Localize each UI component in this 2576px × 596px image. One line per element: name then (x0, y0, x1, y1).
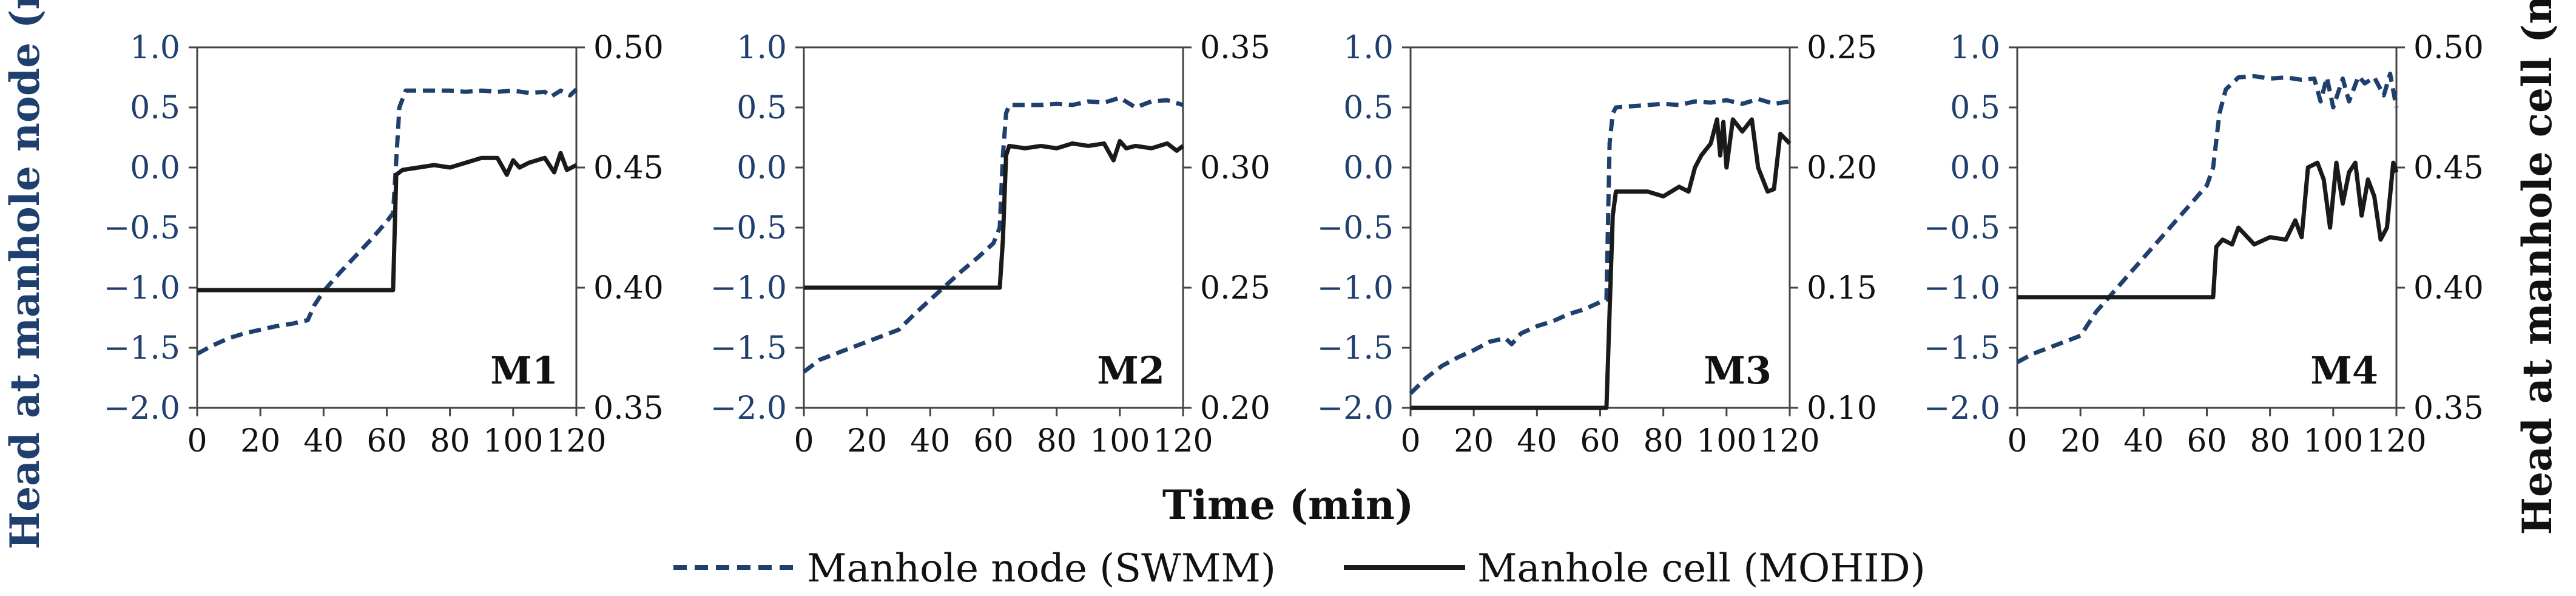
y-right-tick-label: 0.35 (1200, 30, 1270, 66)
y-left-tick-label: −2.0 (104, 390, 180, 427)
x-tick-label: 80 (1037, 423, 1077, 459)
y-right-tick-label: 0.15 (1807, 270, 1877, 306)
x-tick-label: 0 (1400, 423, 1420, 459)
panel-m2: 0 20 40 60 80 100 120 −2.0 −1.5 −1.0 −0.5 0.0 0.5 1.0… (710, 30, 1270, 459)
x-tick-label: 60 (1580, 423, 1620, 459)
x-tick-label: 40 (1517, 423, 1557, 459)
x-tick-label: 40 (910, 423, 950, 459)
y-left-tick-label: 0.5 (130, 90, 180, 126)
x-tick-label: 80 (1644, 423, 1684, 459)
legend-mohid-label: Manhole cell (MOHID) (1477, 546, 1926, 591)
y-axis-title-right: Head at manhole cell (m) (2514, 0, 2561, 535)
x-tick-label: 0 (794, 423, 814, 459)
y-left-tick-label: 1.0 (1343, 30, 1394, 66)
panel-label-m4: M4 (2310, 348, 2378, 393)
x-tick-label: 0 (187, 423, 207, 459)
legend: Manhole node (SWMM) Manhole cell (MOHID) (673, 546, 1926, 591)
y-left-tick-label: −2.0 (1924, 390, 2000, 427)
y-left-tick-label: −0.5 (104, 210, 180, 246)
y-left-tick-label: −2.0 (1317, 390, 1394, 427)
x-tick-label: 120 (2366, 423, 2426, 459)
panel-m1: 0 20 40 60 80 100 120 −2.0 −1.5 −1.0 −0.5 0.0 0.5 1.0… (104, 30, 664, 459)
y-right-tick-label: 0.40 (593, 270, 664, 306)
y-left-tick-label: −0.5 (1317, 210, 1394, 246)
y-right-tick-label: 0.50 (593, 30, 664, 66)
y-axis-title-left: Head at manhole node (m) (1, 0, 49, 549)
x-tick-label: 80 (430, 423, 470, 459)
y-left-tick-label: −1.0 (1924, 270, 2000, 306)
y-left-tick-label: 0.0 (130, 150, 180, 186)
y-left-tick-label: 0.5 (1950, 90, 2000, 126)
x-tick-label: 20 (2060, 423, 2100, 459)
x-tick-label: 80 (2250, 423, 2290, 459)
series-mohid-line-m3 (1411, 117, 1792, 410)
x-tick-label: 60 (2187, 423, 2227, 459)
y-left-tick-label: 0.0 (1950, 150, 2000, 186)
series-mohid-line-m2 (804, 138, 1185, 290)
y-right-tick-label: 0.20 (1807, 150, 1877, 186)
y-left-tick-label: −1.0 (1317, 270, 1394, 306)
x-tick-label: 20 (1454, 423, 1494, 459)
y-right-tick-label: 0.50 (2413, 30, 2484, 66)
x-tick-label: 120 (1153, 423, 1213, 459)
x-tick-label: 60 (366, 423, 406, 459)
x-axis-title: Time (min) (1162, 481, 1414, 529)
x-tick-label: 40 (2123, 423, 2163, 459)
series-mohid-line-m4 (2017, 160, 2399, 300)
chart-panels: 0 20 40 60 80 100 120−2.0−1.5−1.0−0.50.00.51.0… (104, 30, 2484, 459)
y-left-tick-label: 1.0 (737, 30, 787, 66)
panel-label-m2: M2 (1097, 348, 1165, 393)
series-swmm-line-m1 (196, 87, 578, 356)
panel-m4: 0 20 40 60 80 100 120 −2.0 −1.5 −1.0 −0.5 0.0 0.5 1.0… (1924, 30, 2484, 459)
y-left-tick-label: −1.0 (104, 270, 180, 306)
y-right-tick-label: 0.40 (2413, 270, 2484, 306)
x-tick-label: 100 (483, 423, 543, 459)
y-left-tick-label: −2.0 (710, 390, 787, 427)
y-right-tick-label: 0.20 (1200, 390, 1270, 427)
y-left-tick-label: 0.0 (737, 150, 787, 186)
y-left-tick-label: 1.0 (1950, 30, 2000, 66)
panel-label-m3: M3 (1704, 348, 1772, 393)
panel-m3: 0 20 40 60 80 100 120 −2.0 −1.5 −1.0 −0.5 0.0 0.5 1.0… (1317, 30, 1877, 459)
x-tick-label: 60 (973, 423, 1013, 459)
x-tick-label: 100 (1696, 423, 1756, 459)
series-mohid-line-m1 (197, 151, 578, 293)
x-tick-label: 120 (1759, 423, 1819, 459)
series-swmm-line-m4 (2016, 72, 2399, 364)
x-tick-label: 20 (847, 423, 887, 459)
y-left-tick-label: −0.5 (1924, 210, 2000, 246)
series-swmm-line-m2 (802, 95, 1184, 374)
y-left-tick-label: 1.0 (130, 30, 180, 66)
panel-label-m1: M1 (490, 348, 558, 393)
y-left-tick-label: −1.5 (1924, 330, 2000, 367)
x-tick-label: 40 (303, 423, 343, 459)
y-left-tick-label: −1.0 (710, 270, 787, 306)
x-tick-label: 120 (546, 423, 606, 459)
y-left-tick-label: 0.5 (737, 90, 787, 126)
y-left-tick-label: −0.5 (710, 210, 787, 246)
x-tick-label: 100 (2303, 423, 2363, 459)
y-right-tick-label: 0.25 (1807, 30, 1877, 66)
y-right-tick-label: 0.25 (1200, 270, 1270, 306)
series-swmm-line-m3 (1409, 97, 1790, 395)
x-tick-label: 20 (240, 423, 280, 459)
y-right-tick-label: 0.10 (1807, 390, 1877, 427)
y-left-tick-label: 0.5 (1343, 90, 1394, 126)
x-tick-label: 0 (2007, 423, 2027, 459)
legend-swmm-label: Manhole node (SWMM) (807, 546, 1276, 591)
x-tick-label: 100 (1090, 423, 1150, 459)
y-left-tick-label: −1.5 (104, 330, 180, 367)
y-right-tick-label: 0.30 (1200, 150, 1270, 186)
y-right-tick-label: 0.35 (593, 390, 664, 427)
y-left-tick-label: −1.5 (1317, 330, 1394, 367)
y-right-tick-label: 0.45 (593, 150, 664, 186)
y-left-tick-label: 0.0 (1343, 150, 1394, 186)
y-right-tick-label: 0.35 (2413, 390, 2484, 427)
y-left-tick-label: −1.5 (710, 330, 787, 367)
y-right-tick-label: 0.45 (2413, 150, 2484, 186)
